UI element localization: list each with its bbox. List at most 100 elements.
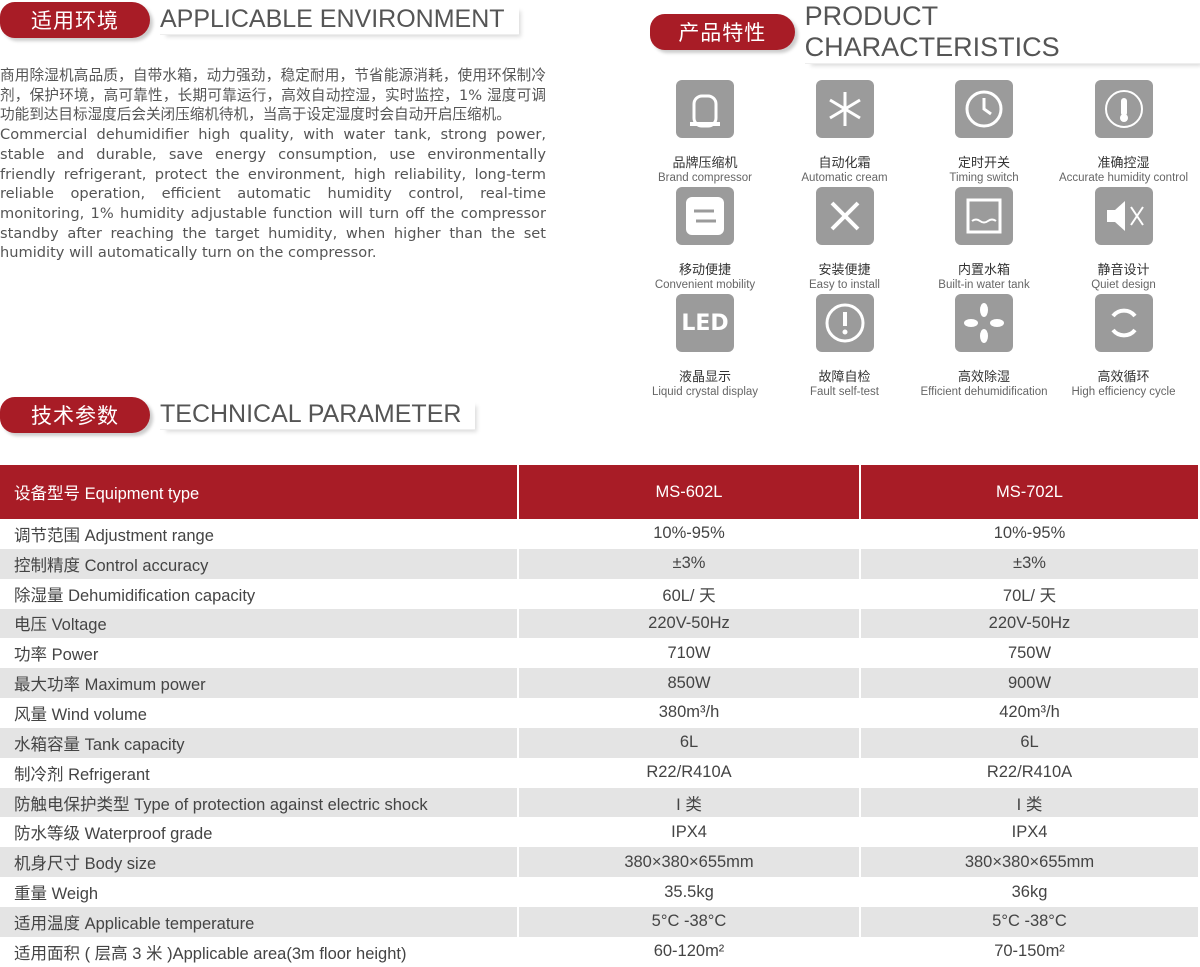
table-cell: 220V-50Hz <box>860 608 1200 639</box>
table-cell: 380×380×655mm <box>518 847 861 878</box>
table-row: 电压 Voltage 220V-50Hz 220V-50Hz <box>0 608 1200 639</box>
table-cell: 420m³/h <box>860 698 1200 728</box>
table-cell: IPX4 <box>860 817 1200 848</box>
table-row: 机身尺寸 Body size 380×380×655mm 380×380×655mm <box>0 847 1200 878</box>
feature: 定时开关 Timing switch <box>914 80 1054 186</box>
icon-glyph <box>828 92 861 126</box>
table-cell: 5°C -38°C <box>860 906 1200 937</box>
header-cell: MS-602L <box>518 465 861 519</box>
feature: 品牌压缩机 Brand compressor <box>635 80 775 186</box>
feature: 自动化霜 Automatic cream <box>775 80 915 186</box>
table-row: 除湿量 Dehumidification capacity 60L/ 天 70L/ … <box>0 578 1200 609</box>
icon-glyph <box>825 303 864 343</box>
feature: LED 液晶显示 Liquid crystal display <box>635 294 775 400</box>
table-row: 防水等级 Waterproof grade IPX4 IPX4 <box>0 817 1200 848</box>
table-cell: 电压 Voltage <box>0 608 519 639</box>
table-cell: 最大功率 Maximum power <box>0 668 519 699</box>
icon-glyph <box>1110 308 1137 338</box>
table-cell: 适用面积 ( 层高 3 米 )Applicable area(3m floor … <box>0 936 519 967</box>
table-row: 重量 Weigh 35.5kg 36kg <box>0 877 1200 907</box>
table-cell: 10%-95% <box>518 519 861 549</box>
feature-label-en: Brand compressor <box>658 172 752 184</box>
feature: 内置水箱 Built-in water tank <box>914 187 1054 293</box>
icon-glyph <box>965 90 1003 128</box>
feature-icon: LED <box>676 294 734 352</box>
table-row: 适用面积 ( 层高 3 米 )Applicable area(3m floor … <box>0 936 1200 967</box>
feature-icon <box>955 80 1013 138</box>
table-cell: 750W <box>860 638 1200 669</box>
icon-glyph <box>1104 90 1143 128</box>
table-row: 风量 Wind volume 380m³/h 420m³/h <box>0 698 1200 728</box>
table-cell: 60L/ 天 <box>518 578 861 609</box>
table-cell: 10%-95% <box>860 519 1200 549</box>
table-row: 适用温度 Applicable temperature 5°C -38°C 5°C … <box>0 906 1200 937</box>
section-title-en: TECHNICAL PARAMETER <box>160 400 476 430</box>
feature-label-en: Convenient mobility <box>654 279 756 291</box>
header-row: 设备型号 Equipment type MS-602L MS-702L <box>0 465 1200 519</box>
table-cell: 850W <box>518 668 861 699</box>
feature-label-cn: 品牌压缩机 <box>672 156 738 171</box>
icon-glyph <box>830 201 859 231</box>
feature: 高效除湿 Efficient dehumidification <box>914 294 1054 400</box>
table-cell: 适用温度 Applicable temperature <box>0 906 519 937</box>
table-cell: ±3% <box>860 548 1200 579</box>
feature-label-en: High efficiency cycle <box>1071 386 1176 398</box>
table-cell: 除湿量 Dehumidification capacity <box>0 578 519 609</box>
feature-icon <box>1094 294 1153 352</box>
feature-label-cn: 准确控湿 <box>1097 156 1150 171</box>
table-cell: ±3% <box>518 548 861 579</box>
feature-icon <box>955 187 1013 245</box>
table-row: 水箱容量 Tank capacity 6L 6L <box>0 727 1200 758</box>
table-row: 制冷剂 Refrigerant R22/R410A R22/R410A <box>0 757 1200 788</box>
feature-icon <box>815 294 874 352</box>
table-row: 最大功率 Maximum power 850W 900W <box>0 668 1200 699</box>
feature: 高效循环 High efficiency cycle <box>1054 294 1194 400</box>
table-cell: 36kg <box>860 877 1200 907</box>
table-cell: 机身尺寸 Body size <box>0 847 519 878</box>
table-cell: 220V-50Hz <box>518 608 861 639</box>
feature-label-en: Fault self-test <box>809 386 880 398</box>
table-cell: 380m³/h <box>518 698 861 728</box>
icon-glyph <box>1106 201 1144 231</box>
feature-label-en: Timing switch <box>949 172 1019 184</box>
header-cell: MS-702L <box>860 465 1200 519</box>
table-cell: R22/R410A <box>518 757 861 788</box>
table-row: 控制精度 Control accuracy ±3% ±3% <box>0 548 1200 579</box>
table-cell: 功率 Power <box>0 638 519 669</box>
table-row: 功率 Power 710W 750W <box>0 638 1200 669</box>
section-title-cn: 适用环境 <box>0 2 150 38</box>
table-cell: 380×380×655mm <box>860 847 1200 878</box>
feature-label-en: Quiet design <box>1091 279 1156 291</box>
feature-icon <box>1094 80 1153 138</box>
feature-label-en: Accurate humidity control <box>1058 172 1189 184</box>
table-cell: 6L <box>518 727 861 758</box>
feature-label-cn: 高效除湿 <box>957 370 1010 385</box>
table-cell: 70L/ 天 <box>860 578 1200 609</box>
feature-icon <box>1094 187 1153 245</box>
feature-label-cn: 移动便捷 <box>678 263 731 278</box>
table-row: 调节范围 Adjustment range 10%-95% 10%-95% <box>0 519 1200 549</box>
feature: 安装便捷 Easy to install <box>775 187 915 293</box>
table-cell: I 类 <box>518 787 861 818</box>
spec-table: 设备型号 Equipment type MS-602L MS-702L 调节范围 Ad… <box>0 465 1200 967</box>
feature-icon <box>815 80 874 138</box>
section-title-en: PRODUCT CHARACTERISTICS <box>804 1 1200 64</box>
text-cn: 商用除湿机高品质，自带水箱，动力强劲，稳定耐用，节省能源消耗，使用环保制冷剂，保… <box>0 67 546 124</box>
feature-label-en: Built-in water tank <box>938 279 1030 291</box>
feature-icon <box>676 80 734 138</box>
table-cell: R22/R410A <box>860 757 1200 788</box>
feature-label-cn: 高效循环 <box>1097 370 1150 385</box>
feature-icon <box>955 294 1013 352</box>
table-cell: 35.5kg <box>518 877 861 907</box>
section-title-cn: 产品特性 <box>650 14 795 50</box>
table-cell: 60-120m² <box>518 936 861 967</box>
feature-label-cn: 安装便捷 <box>818 263 871 278</box>
feature: 移动便捷 Convenient mobility <box>635 187 775 293</box>
feature-label-en: Automatic cream <box>801 172 888 184</box>
icon-glyph <box>690 94 720 128</box>
feature-label-cn: 自动化霜 <box>818 156 871 171</box>
icon-glyph <box>686 197 724 235</box>
table-cell: 防水等级 Waterproof grade <box>0 817 519 848</box>
table-cell: 6L <box>860 727 1200 758</box>
